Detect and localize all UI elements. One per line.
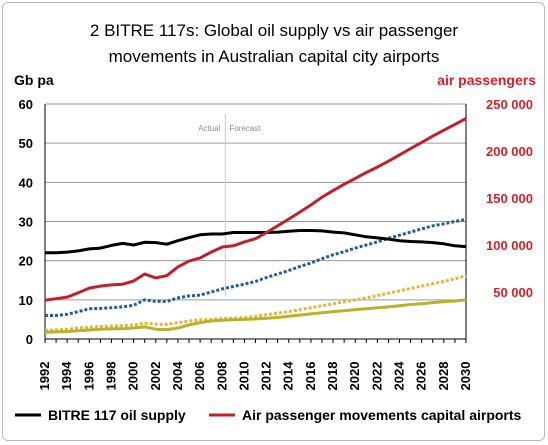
y-left-tick-label: 60 bbox=[19, 97, 33, 112]
x-tick-label: 2020 bbox=[347, 362, 362, 391]
x-tick-label: 2012 bbox=[259, 362, 274, 391]
legend-label-air: Air passenger movements capital airports bbox=[242, 407, 522, 423]
y-left-tick-label: 10 bbox=[19, 293, 33, 308]
chart-title-line-2: movements in Australian capital city air… bbox=[109, 47, 440, 66]
chart-title-line-1: 2 BITRE 117s: Global oil supply vs air p… bbox=[90, 21, 459, 40]
series-line-orange bbox=[44, 274, 467, 332]
y-left-tick-label: 30 bbox=[19, 215, 33, 230]
x-tick-label: 2006 bbox=[192, 362, 207, 391]
series-line-olive bbox=[44, 298, 467, 334]
y-right-tick-label: 100 000 bbox=[486, 238, 533, 253]
annotation-forecast: Forecast bbox=[229, 124, 261, 133]
x-tick-label: 2028 bbox=[436, 362, 451, 391]
x-tick-label: 2008 bbox=[214, 362, 229, 391]
series-line-blue bbox=[45, 218, 467, 317]
x-tick-label: 2004 bbox=[170, 361, 185, 391]
x-tick-label: 1992 bbox=[37, 362, 52, 391]
legend-label-oil: BITRE 117 oil supply bbox=[48, 407, 186, 423]
right-axis-label: air passengers bbox=[437, 72, 536, 88]
series-line-oil bbox=[45, 229, 467, 255]
y-right-tick-label: 200 000 bbox=[486, 144, 533, 159]
annotation-actual: Actual bbox=[198, 124, 220, 133]
x-tick-label: 2018 bbox=[325, 362, 340, 391]
x-tick-label: 2010 bbox=[236, 362, 251, 391]
x-tick-label: 2022 bbox=[369, 362, 384, 391]
y-left-tick-label: 40 bbox=[19, 175, 33, 190]
y-left-tick-label: 20 bbox=[19, 254, 33, 269]
x-tick-label: 2030 bbox=[458, 362, 473, 391]
x-tick-label: 1996 bbox=[81, 362, 96, 391]
left-axis-label: Gb pa bbox=[14, 72, 54, 88]
x-tick-label: 1998 bbox=[103, 362, 118, 391]
y-right-tick-label: 50 000 bbox=[493, 285, 533, 300]
x-tick-label: 2000 bbox=[126, 362, 141, 391]
x-tick-label: 2014 bbox=[281, 361, 296, 391]
x-tick-label: 2024 bbox=[392, 361, 407, 391]
y-right-tick-label: 150 000 bbox=[486, 191, 533, 206]
x-tick-label: 2002 bbox=[148, 362, 163, 391]
x-tick-label: 2016 bbox=[303, 362, 318, 391]
y-left-tick-label: 0 bbox=[26, 332, 33, 347]
y-left-tick-label: 50 bbox=[19, 136, 33, 151]
series-line-air bbox=[44, 117, 467, 302]
x-tick-label: 1994 bbox=[59, 361, 74, 391]
x-tick-label: 2026 bbox=[414, 362, 429, 391]
y-right-tick-label: 250 000 bbox=[486, 97, 533, 112]
